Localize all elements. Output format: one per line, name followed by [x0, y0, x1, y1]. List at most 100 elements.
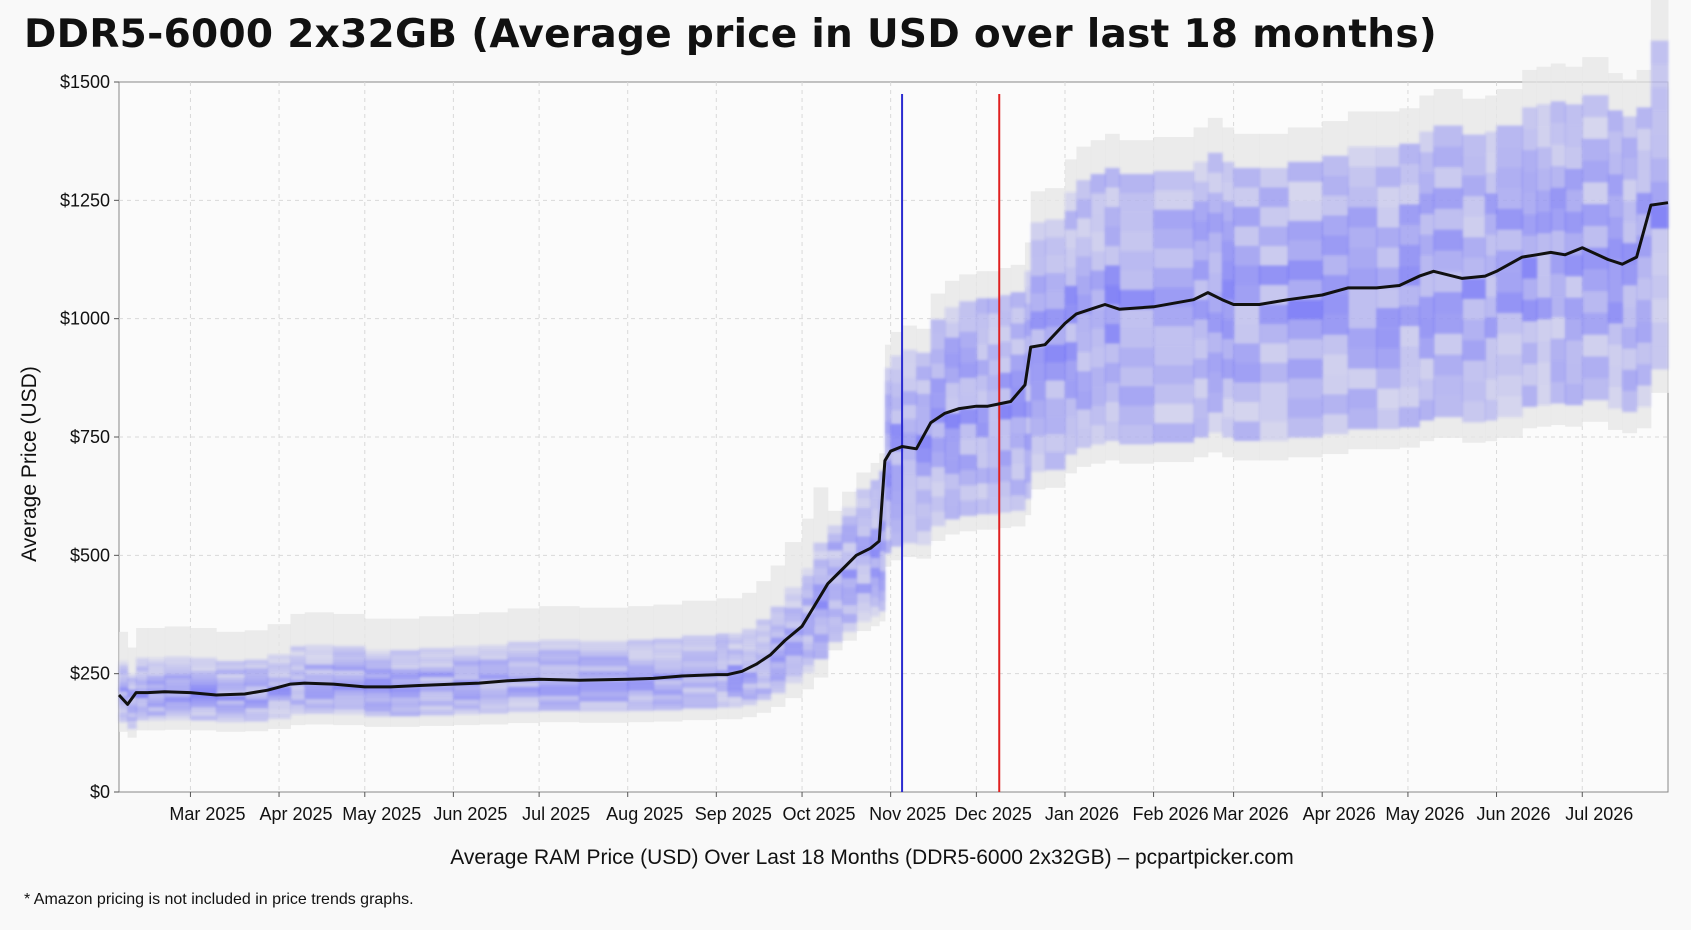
density-cell — [1259, 206, 1289, 227]
density-cell — [756, 676, 772, 683]
density-cell — [784, 587, 803, 595]
density-cell — [756, 665, 772, 672]
density-cell — [539, 665, 580, 671]
density-cell — [976, 375, 989, 391]
density-cell — [902, 487, 917, 502]
density-cell — [216, 674, 246, 679]
density-cell — [290, 665, 306, 671]
density-cell — [727, 665, 743, 671]
density-cell — [539, 685, 580, 691]
density-cell — [813, 634, 829, 643]
density-cell — [959, 301, 977, 317]
x-tick-label: Apr 2025 — [260, 804, 333, 824]
density-cell — [682, 651, 717, 657]
density-cell — [190, 698, 217, 703]
density-cell — [1650, 298, 1669, 323]
density-cell — [890, 532, 903, 547]
density-cell — [842, 551, 857, 561]
density-cell — [333, 670, 366, 676]
density-cell — [244, 694, 269, 700]
density-cell — [290, 656, 306, 661]
density-cell — [930, 334, 946, 349]
density-cell — [959, 393, 977, 409]
density-cell — [119, 687, 129, 692]
density-cell — [716, 675, 729, 682]
density-cell — [1222, 319, 1235, 340]
density-cell — [627, 690, 654, 696]
density-cell — [1462, 401, 1486, 423]
density-cell — [944, 322, 960, 338]
density-cell — [916, 435, 932, 449]
density-cell — [999, 481, 1012, 498]
density-cell — [813, 551, 829, 560]
density-cell — [976, 344, 989, 360]
density-cell — [419, 710, 454, 716]
density-cell — [1622, 327, 1638, 349]
density-cell — [870, 606, 880, 617]
density-cell — [627, 639, 654, 645]
density-cell — [1347, 408, 1377, 430]
density-cell — [742, 688, 757, 695]
density-cell — [1650, 205, 1669, 229]
density-cell — [770, 662, 786, 669]
density-cell — [1030, 311, 1046, 330]
density-cell — [1259, 421, 1289, 441]
density-cell — [1496, 292, 1523, 313]
density-cell — [884, 540, 892, 554]
density-cell — [890, 464, 903, 479]
density-cell — [119, 704, 129, 710]
density-cell — [879, 571, 886, 582]
x-axis-label: Average RAM Price (USD) Over Last 18 Mon… — [450, 846, 1293, 869]
density-cell — [1207, 212, 1223, 233]
density-cell — [770, 625, 786, 632]
density-cell — [1399, 184, 1420, 205]
density-cell — [999, 341, 1012, 358]
density-cell — [1419, 337, 1435, 359]
density-cell — [119, 661, 129, 666]
density-cell — [1462, 381, 1486, 402]
density-cell — [364, 702, 392, 707]
density-cell — [944, 413, 960, 429]
density-cell — [916, 490, 932, 504]
density-cell — [539, 680, 580, 686]
density-cell — [1399, 245, 1420, 266]
density-cell — [1287, 181, 1323, 202]
density-cell — [1010, 463, 1026, 480]
density-cell — [1024, 319, 1032, 337]
density-cell — [267, 682, 291, 687]
density-cell — [1376, 146, 1400, 167]
density-cell — [304, 694, 334, 699]
density-cell — [1636, 107, 1652, 129]
density-cell — [1064, 417, 1077, 436]
density-cell — [1044, 398, 1066, 417]
density-cell — [1259, 343, 1289, 363]
density-cell — [959, 500, 977, 516]
density-cell — [479, 698, 509, 704]
density-cell — [267, 659, 291, 664]
density-cell — [1565, 319, 1583, 341]
density-cell — [390, 702, 420, 707]
density-cell — [1650, 228, 1669, 253]
density-cell — [870, 518, 880, 529]
density-cell — [742, 650, 757, 657]
density-cell — [1565, 104, 1583, 126]
density-cell — [1347, 308, 1377, 329]
density-cell — [1347, 187, 1377, 208]
density-cell — [1322, 374, 1349, 395]
density-cell — [1607, 259, 1623, 281]
density-cell — [1287, 417, 1323, 438]
density-cell — [1207, 192, 1223, 213]
density-cell — [304, 689, 334, 695]
density-cell — [742, 677, 757, 684]
density-cell — [119, 713, 129, 718]
density-cell — [902, 474, 917, 488]
density-cell — [1607, 280, 1623, 303]
density-cell — [364, 697, 392, 703]
density-cell — [1030, 222, 1046, 241]
density-cell — [1607, 153, 1623, 175]
density-cell — [364, 650, 392, 655]
density-cell — [1287, 201, 1323, 221]
density-cell — [727, 691, 743, 697]
density-cell — [1153, 268, 1195, 288]
density-cell — [902, 418, 917, 433]
